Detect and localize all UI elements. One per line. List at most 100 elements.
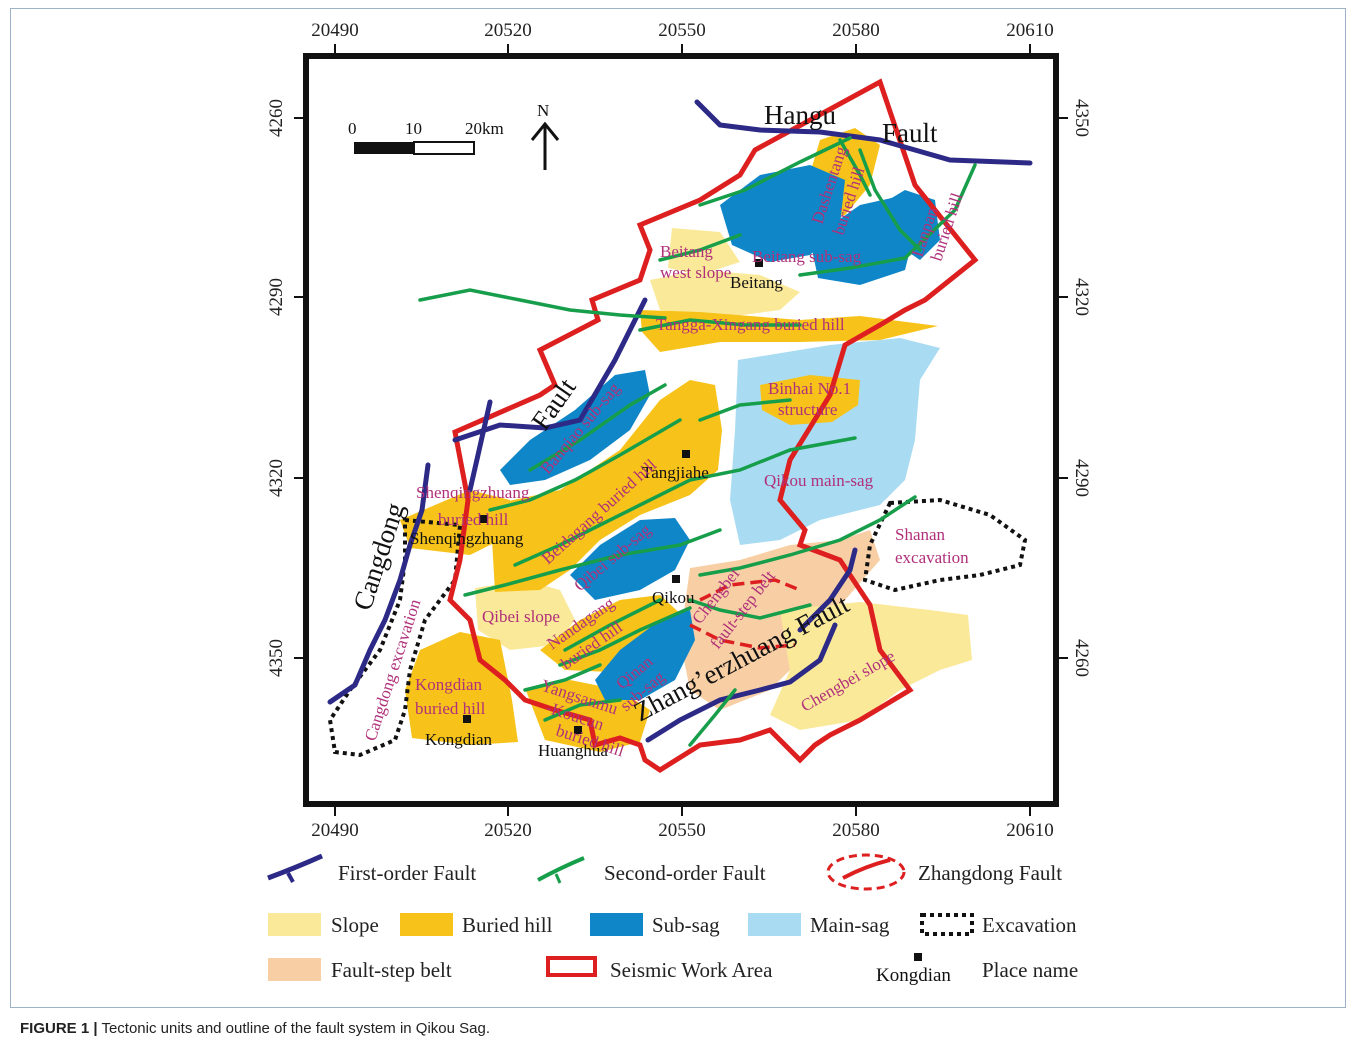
lanpan-area (880, 190, 940, 260)
legend-place-example: Kongdian (876, 965, 951, 986)
legend-zhangdong-line (842, 858, 891, 880)
zhangerzhuang-fault-line (645, 622, 838, 743)
place-marker (682, 450, 690, 458)
label-tanggu: Tangga-Xingang buried hill (656, 315, 845, 334)
legend-first-order-icon (267, 853, 324, 881)
label-beitang-west-1: Beitang (660, 242, 713, 261)
second-order-fault (698, 136, 852, 207)
zhangdong-fault-line (699, 578, 801, 602)
second-order-fault (558, 606, 692, 667)
place-label-huanghua: Huanghua (538, 741, 608, 760)
label-kongdian-2: buried hill (415, 699, 486, 718)
legend: First-order Fault Second-order Fault Zha… (267, 853, 1078, 986)
second-order-fault (698, 398, 792, 422)
zhangdong-fault (689, 578, 801, 650)
zhangerzhuang-fault-north (797, 547, 858, 633)
first-order-faults (327, 99, 1033, 743)
north-arrow-icon (530, 121, 560, 170)
place-label-shenqingzhuang: Shenqingzhuang (410, 529, 524, 548)
chengbei-fault-step-area (680, 530, 880, 710)
left-tick: 4290 (266, 278, 287, 316)
second-order-fault (528, 383, 667, 472)
qibei-sub-sag (570, 518, 690, 600)
bottom-tick: 20520 (484, 820, 532, 841)
caption-text: Tectonic units and outline of the fault … (97, 1020, 490, 1037)
place-label-beitang: Beitang (730, 273, 783, 292)
legend-first-order-label: First-order Fault (338, 861, 476, 885)
label-beitang-west-2: west slope (660, 263, 731, 282)
binhai-structure (760, 375, 860, 425)
label-shanan-1: Shanan (895, 525, 946, 544)
legend-second-order-tick (554, 873, 562, 884)
place-label-qikou: Qikou (652, 588, 695, 607)
second-order-fault (463, 528, 722, 597)
north-arrow: N (530, 101, 560, 170)
bottom-tick: 20550 (658, 820, 706, 841)
chengbei-slope-area (770, 602, 972, 730)
label-beitang-sub-sag: Beitang sub-sag (752, 247, 862, 266)
second-order-fault (858, 148, 922, 252)
place-marker (755, 259, 763, 267)
zhangdong-fault-line (689, 623, 796, 650)
legend-second-order-icon (537, 856, 585, 882)
legend-buried-hill-swatch (400, 913, 453, 936)
legend-excavation-swatch (920, 913, 974, 936)
legend-slope-label: Slope (331, 913, 379, 937)
second-order-fault (488, 418, 682, 512)
place-marker (463, 715, 471, 723)
place-marker (574, 726, 582, 734)
legend-second-order-label: Second-order Fault (604, 861, 766, 885)
second-order-fault (513, 436, 857, 567)
top-tick: 20520 (484, 20, 532, 41)
second-order-fault (688, 688, 737, 747)
beidagang-buried-hill (490, 380, 722, 592)
beitang-west-slope-area (650, 270, 800, 318)
second-order-fault (698, 495, 917, 577)
legend-zhangdong-label: Zhangdong Fault (918, 861, 1062, 885)
second-order-fault (688, 598, 812, 620)
kongdian-buried-hill (405, 632, 518, 745)
legend-place-marker (914, 953, 922, 961)
label-shanan-2: excavation (895, 548, 969, 567)
cangdong-fault-line (327, 462, 431, 705)
legend-slope-swatch (268, 913, 321, 936)
second-order-fault (418, 288, 667, 320)
bottom-tick: 20580 (832, 820, 880, 841)
beitang-west-slope-upper (668, 228, 740, 275)
legend-main-sag-swatch (748, 913, 801, 936)
north-label: N (537, 101, 549, 120)
bottom-tick-labels: 20490 20520 20550 20580 20610 (311, 820, 1054, 841)
second-order-fault (523, 663, 602, 692)
second-order-fault (563, 598, 662, 652)
legend-sub-sag-label: Sub-sag (652, 913, 720, 937)
right-tick: 4320 (1071, 278, 1092, 316)
legend-fault-step-label: Fault-step belt (331, 958, 452, 982)
banqiao-sub-sag (500, 370, 650, 485)
figure-frame (10, 8, 1346, 1008)
legend-place-name-label: Place name (982, 958, 1078, 982)
legend-excavation-label: Excavation (982, 913, 1077, 937)
top-tick: 20610 (1006, 20, 1054, 41)
scale-bar-white (413, 141, 475, 155)
second-order-fault (638, 318, 802, 332)
place-markers (463, 259, 763, 734)
top-tick: 20490 (311, 20, 359, 41)
label-qikou-main-sag: Qikou main-sag (764, 471, 874, 490)
right-tick: 4290 (1071, 459, 1092, 497)
bottom-tick: 20610 (1006, 820, 1054, 841)
legend-seismic-label: Seismic Work Area (610, 958, 773, 982)
left-tick: 4350 (266, 639, 287, 677)
hangu-fault-suffix: Fault (882, 118, 938, 148)
qibei-slope-area (475, 580, 575, 650)
scale-bar-label-0: 0 (348, 119, 357, 138)
label-qibei-slope: Qibei slope (482, 607, 560, 626)
place-label-kongdian: Kongdian (425, 730, 493, 749)
legend-fault-step-swatch (268, 958, 321, 981)
top-tick-labels: 20490 20520 20550 20580 20610 (311, 20, 1054, 41)
hangu-fault-label: Hangu (764, 100, 836, 130)
place-marker (480, 515, 488, 523)
place-label-tangjiahe: Tangjiahe (642, 463, 709, 482)
legend-sub-sag-swatch (590, 913, 643, 936)
label-kongdian-1: Kongdian (415, 675, 483, 694)
left-tick: 4260 (266, 99, 287, 137)
